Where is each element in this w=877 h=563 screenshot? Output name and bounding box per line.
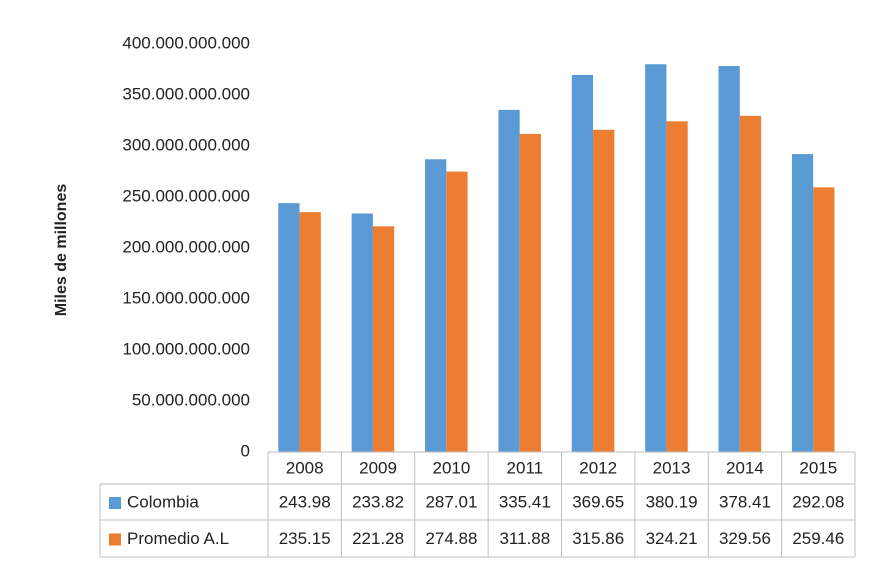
bar <box>372 226 395 452</box>
data-label: 378.41 <box>719 492 771 511</box>
y-axis-title: Miles de millones <box>53 184 70 317</box>
y-tick-label: 150.000.000.000 <box>122 288 250 307</box>
bar <box>498 109 520 452</box>
x-tick-label: 2013 <box>653 458 691 477</box>
bar <box>278 203 300 452</box>
bar <box>519 133 541 453</box>
x-tick-label: 2012 <box>579 458 617 477</box>
legend-label: Promedio A.L <box>127 529 229 548</box>
data-label: 315.86 <box>572 529 624 548</box>
data-label: 221.28 <box>352 529 404 548</box>
bar <box>645 64 667 452</box>
data-label: 335.41 <box>499 492 551 511</box>
legend-label: Colombia <box>127 492 199 511</box>
legend-swatch <box>109 533 121 546</box>
data-label: 235.15 <box>279 529 331 548</box>
data-label: 324.21 <box>646 529 698 548</box>
x-tick-label: 2008 <box>286 458 324 477</box>
y-tick-label: 100.000.000.000 <box>122 339 250 358</box>
bar <box>446 171 468 452</box>
data-label: 329.56 <box>719 529 771 548</box>
data-label: 287.01 <box>425 492 477 511</box>
y-tick-label: 250.000.000.000 <box>122 186 250 205</box>
data-label: 311.88 <box>499 529 550 548</box>
bar <box>425 159 447 452</box>
data-label: 233.82 <box>352 492 404 511</box>
data-label: 380.19 <box>646 492 698 511</box>
data-label: 243.98 <box>279 492 331 511</box>
bar <box>299 212 321 452</box>
data-label: 369.65 <box>572 492 624 511</box>
y-tick-label: 300.000.000.000 <box>122 135 250 154</box>
bar <box>813 187 835 452</box>
y-tick-label: 0 <box>241 441 250 460</box>
data-label: 274.88 <box>425 529 477 548</box>
bar <box>718 66 740 453</box>
x-tick-label: 2015 <box>799 458 837 477</box>
x-tick-label: 2010 <box>433 458 471 477</box>
y-tick-label: 200.000.000.000 <box>122 237 250 256</box>
y-tick-label: 350.000.000.000 <box>122 84 250 103</box>
bar <box>666 121 688 453</box>
y-tick-label: 400.000.000.000 <box>122 33 250 52</box>
bar <box>739 115 762 452</box>
bar <box>351 213 373 452</box>
data-label: 259.46 <box>792 529 844 548</box>
data-label: 292.08 <box>792 492 844 511</box>
bar <box>571 74 594 452</box>
bar <box>791 154 814 452</box>
legend-swatch <box>109 497 121 509</box>
x-tick-label: 2009 <box>359 458 397 477</box>
y-tick-label: 50.000.000.000 <box>132 390 250 409</box>
x-tick-label: 2011 <box>507 458 544 477</box>
x-tick-label: 2014 <box>726 458 764 477</box>
bar <box>593 129 615 452</box>
